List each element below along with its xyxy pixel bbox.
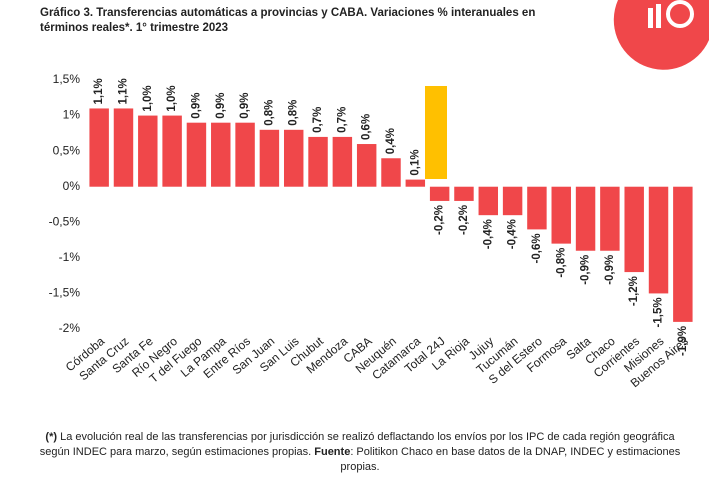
logo-bar: [648, 8, 653, 28]
bar: [478, 186, 499, 216]
value-label: -0,4%: [482, 219, 494, 249]
value-label: 0,8%: [263, 100, 275, 126]
bar: [551, 186, 571, 244]
bar: [381, 158, 401, 187]
value-label: 1,1%: [118, 78, 130, 104]
value-label: 1,1%: [93, 78, 105, 104]
logo-bar: [656, 4, 661, 28]
y-tick-label: 0,5%: [53, 143, 81, 157]
bar: [356, 144, 377, 187]
y-tick-label: -0,5%: [49, 214, 81, 228]
value-label: -1,2%: [628, 276, 640, 306]
footnote: (*) La evolución real de las transferenc…: [30, 430, 690, 475]
value-label: -0,2%: [458, 205, 470, 235]
value-label: 0,4%: [385, 128, 397, 154]
bar: [283, 129, 304, 187]
value-label: -1,9%: [677, 326, 689, 356]
value-label: 1,0%: [166, 85, 178, 111]
bar: [575, 186, 596, 251]
bar: [259, 129, 280, 187]
bar: [162, 115, 182, 187]
bar: [527, 186, 547, 230]
value-label: 0,9%: [215, 92, 227, 118]
value-label: -0,9%: [580, 255, 592, 285]
value-label: -1,5%: [653, 297, 665, 327]
y-tick-label: 1%: [63, 108, 81, 122]
value-label: 0,9%: [190, 92, 202, 118]
value-label: 0,1%: [409, 149, 421, 175]
note-mark: (*): [45, 431, 58, 443]
bar: [624, 186, 644, 273]
bar: [235, 122, 255, 187]
bar: [600, 186, 620, 251]
value-label: 0,7%: [336, 107, 348, 133]
bar: [673, 186, 693, 322]
value-label: 1,0%: [142, 85, 154, 111]
chart-title: Gráfico 3. Transferencias automáticas a …: [40, 7, 536, 34]
value-label: -0,6%: [531, 233, 543, 263]
value-label: 0,6%: [361, 114, 373, 140]
highlight: [425, 86, 447, 179]
source-label: Fuente: [314, 446, 351, 458]
y-tick-label: -1,5%: [49, 286, 81, 300]
logo: [613, 0, 709, 70]
bar: [648, 186, 669, 294]
source-text: : Politikon Chaco en base datos de la DN…: [340, 446, 681, 473]
bar: [308, 136, 328, 187]
y-tick-label: 1,5%: [53, 72, 81, 86]
bar: [113, 108, 134, 187]
bar: [138, 115, 158, 187]
value-label: -0,4%: [507, 219, 519, 249]
value-label: -0,8%: [555, 248, 567, 278]
bar: [429, 186, 450, 201]
bar: [332, 136, 353, 187]
value-label: -0,2%: [434, 205, 446, 235]
logo-coin: [666, 0, 694, 28]
value-label: 0,8%: [288, 100, 300, 126]
bar: [405, 179, 426, 187]
value-label: 0,9%: [239, 92, 251, 118]
bar: [186, 122, 207, 187]
bar: [89, 108, 109, 187]
y-tick-label: -1%: [59, 250, 81, 264]
note-text: La evolución real de las transferencias …: [39, 431, 675, 458]
value-label: 0,7%: [312, 107, 324, 133]
bar: [454, 186, 474, 201]
y-tick-label: -2%: [59, 321, 81, 335]
bar: [502, 186, 523, 216]
y-tick-label: 0%: [63, 179, 81, 193]
bar: [211, 122, 231, 187]
value-label: -0,9%: [604, 255, 616, 285]
chart: 1,5%1%0,5%0%-0,5%-1%-1,5%-2%Córdoba1,1%S…: [49, 0, 709, 390]
